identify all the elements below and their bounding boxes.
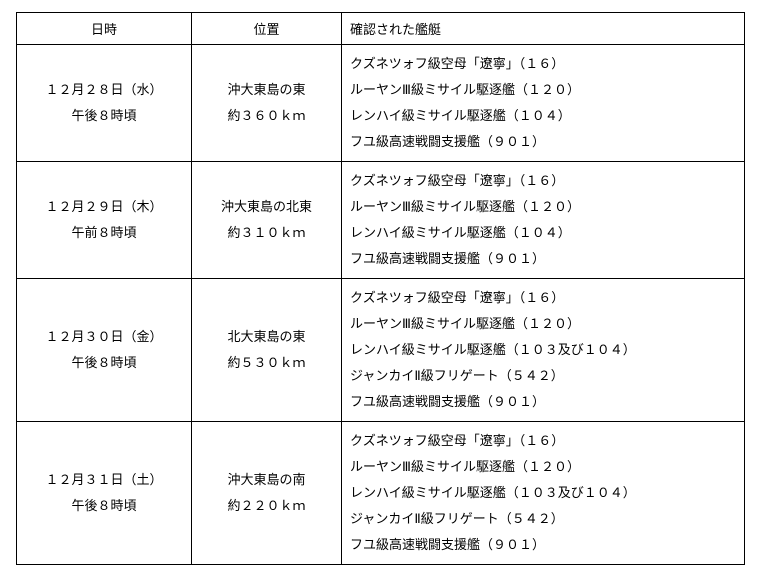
ship-item: ジャンカイⅡ級フリゲート（５４２） (350, 363, 736, 389)
ship-item: ルーヤンⅢ級ミサイル駆逐艦（１２０） (350, 77, 736, 103)
table-body: １２月２８日（水）午後８時頃沖大東島の東約３６０ｋｍクズネツォフ級空母「遼寧」（… (17, 45, 745, 565)
ship-item: クズネツォフ級空母「遼寧」（１６） (350, 285, 736, 311)
header-ships: 確認された艦艇 (342, 13, 745, 45)
date-line1: １２月３１日（土） (25, 467, 183, 493)
ship-item: ルーヤンⅢ級ミサイル駆逐艦（１２０） (350, 311, 736, 337)
ship-item: ジャンカイⅡ級フリゲート（５４２） (350, 506, 736, 532)
ships-cell: クズネツォフ級空母「遼寧」（１６）ルーヤンⅢ級ミサイル駆逐艦（１２０）レンハイ級… (342, 422, 745, 565)
ship-item: クズネツォフ級空母「遼寧」（１６） (350, 168, 736, 194)
ships-list: クズネツォフ級空母「遼寧」（１６）ルーヤンⅢ級ミサイル駆逐艦（１２０）レンハイ級… (350, 51, 736, 155)
ships-cell: クズネツォフ級空母「遼寧」（１６）ルーヤンⅢ級ミサイル駆逐艦（１２０）レンハイ級… (342, 279, 745, 422)
date-line2: 午後８時頃 (25, 493, 183, 519)
date-line1: １２月２９日（木） (25, 194, 183, 220)
ship-item: レンハイ級ミサイル駆逐艦（１０３及び１０４） (350, 480, 736, 506)
location-cell: 沖大東島の南約２２０ｋｍ (192, 422, 342, 565)
ship-item: クズネツォフ級空母「遼寧」（１６） (350, 51, 736, 77)
location-line2: 約２２０ｋｍ (200, 493, 333, 519)
ships-list: クズネツォフ級空母「遼寧」（１６）ルーヤンⅢ級ミサイル駆逐艦（１２０）レンハイ級… (350, 428, 736, 558)
ship-item: フユ級高速戦闘支援艦（９０１） (350, 532, 736, 558)
date-cell: １２月２８日（水）午後８時頃 (17, 45, 192, 162)
date-cell: １２月３１日（土）午後８時頃 (17, 422, 192, 565)
location-line1: 沖大東島の北東 (200, 194, 333, 220)
date-line2: 午後８時頃 (25, 350, 183, 376)
table-row: １２月３０日（金）午後８時頃北大東島の東約５３０ｋｍクズネツォフ級空母「遼寧」（… (17, 279, 745, 422)
ship-item: レンハイ級ミサイル駆逐艦（１０４） (350, 220, 736, 246)
header-datetime: 日時 (17, 13, 192, 45)
table-header-row: 日時 位置 確認された艦艇 (17, 13, 745, 45)
ships-list: クズネツォフ級空母「遼寧」（１６）ルーヤンⅢ級ミサイル駆逐艦（１２０）レンハイ級… (350, 285, 736, 415)
ships-cell: クズネツォフ級空母「遼寧」（１６）ルーヤンⅢ級ミサイル駆逐艦（１２０）レンハイ級… (342, 162, 745, 279)
date-line1: １２月２８日（水） (25, 77, 183, 103)
location-line2: 約３６０ｋｍ (200, 103, 333, 129)
date-line2: 午後８時頃 (25, 103, 183, 129)
location-line1: 北大東島の東 (200, 324, 333, 350)
ship-item: レンハイ級ミサイル駆逐艦（１０４） (350, 103, 736, 129)
ship-item: ルーヤンⅢ級ミサイル駆逐艦（１２０） (350, 194, 736, 220)
date-line2: 午前８時頃 (25, 220, 183, 246)
ship-item: レンハイ級ミサイル駆逐艦（１０３及び１０４） (350, 337, 736, 363)
location-line1: 沖大東島の南 (200, 467, 333, 493)
table-row: １２月３１日（土）午後８時頃沖大東島の南約２２０ｋｍクズネツォフ級空母「遼寧」（… (17, 422, 745, 565)
date-cell: １２月２９日（木）午前８時頃 (17, 162, 192, 279)
header-location: 位置 (192, 13, 342, 45)
ship-item: フユ級高速戦闘支援艦（９０１） (350, 389, 736, 415)
ships-cell: クズネツォフ級空母「遼寧」（１６）ルーヤンⅢ級ミサイル駆逐艦（１２０）レンハイ級… (342, 45, 745, 162)
location-cell: 北大東島の東約５３０ｋｍ (192, 279, 342, 422)
location-line1: 沖大東島の東 (200, 77, 333, 103)
ship-item: クズネツォフ級空母「遼寧」（１６） (350, 428, 736, 454)
location-cell: 沖大東島の北東約３１０ｋｍ (192, 162, 342, 279)
location-cell: 沖大東島の東約３６０ｋｍ (192, 45, 342, 162)
location-line2: 約５３０ｋｍ (200, 350, 333, 376)
table-row: １２月２８日（水）午後８時頃沖大東島の東約３６０ｋｍクズネツォフ級空母「遼寧」（… (17, 45, 745, 162)
ships-list: クズネツォフ級空母「遼寧」（１６）ルーヤンⅢ級ミサイル駆逐艦（１２０）レンハイ級… (350, 168, 736, 272)
date-cell: １２月３０日（金）午後８時頃 (17, 279, 192, 422)
ship-item: フユ級高速戦闘支援艦（９０１） (350, 129, 736, 155)
ship-item: ルーヤンⅢ級ミサイル駆逐艦（１２０） (350, 454, 736, 480)
table-row: １２月２９日（木）午前８時頃沖大東島の北東約３１０ｋｍクズネツォフ級空母「遼寧」… (17, 162, 745, 279)
naval-observation-table: 日時 位置 確認された艦艇 １２月２８日（水）午後８時頃沖大東島の東約３６０ｋｍ… (16, 12, 745, 565)
ship-item: フユ級高速戦闘支援艦（９０１） (350, 246, 736, 272)
location-line2: 約３１０ｋｍ (200, 220, 333, 246)
date-line1: １２月３０日（金） (25, 324, 183, 350)
